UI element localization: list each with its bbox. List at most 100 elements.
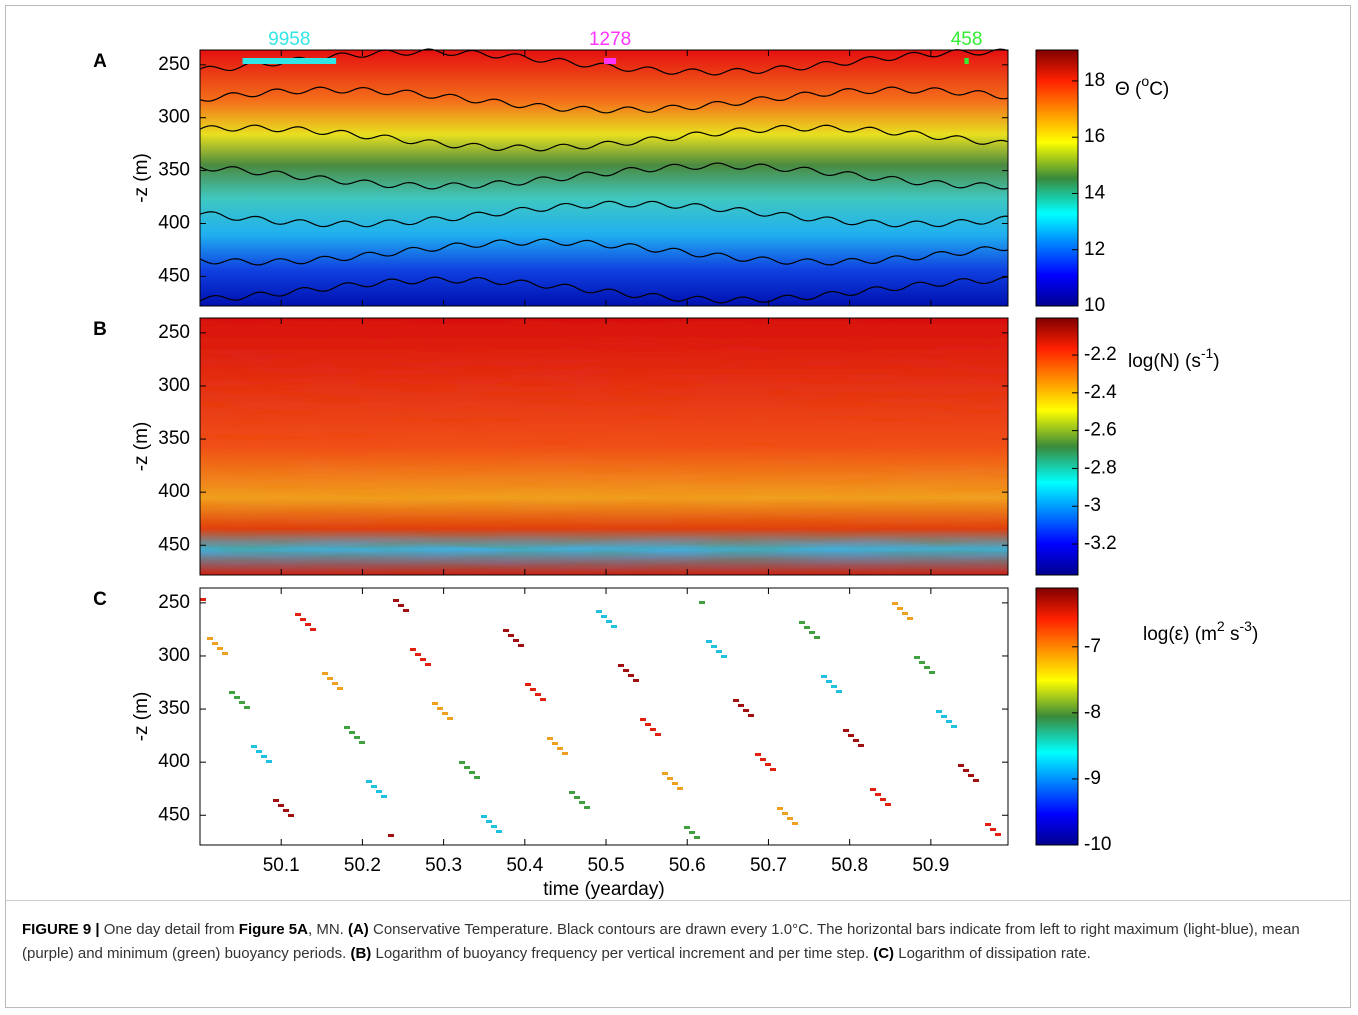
speck-decoration — [684, 826, 690, 829]
speck-decoration — [892, 602, 898, 605]
x-tick-label: 50.1 — [263, 855, 300, 876]
x-tick-label: 50.7 — [750, 855, 787, 876]
speck-decoration — [760, 758, 766, 761]
speck-decoration — [310, 628, 316, 631]
colorbar — [1035, 317, 1079, 576]
speck-decoration — [694, 836, 700, 839]
colorbar-label-part: log(N) (s — [1128, 351, 1201, 372]
y-tick-label: 450 — [158, 534, 190, 555]
speck-decoration — [853, 739, 859, 742]
speck-decoration — [677, 787, 683, 790]
speck-decoration — [513, 639, 519, 642]
speck-decoration — [432, 702, 438, 705]
y-tick-label: 300 — [158, 107, 190, 128]
speck-decoration — [420, 658, 426, 661]
period-bar — [604, 58, 617, 64]
speck-decoration — [503, 629, 509, 632]
speck-decoration — [951, 725, 957, 728]
speck-decoration — [403, 609, 409, 612]
speck-decoration — [239, 701, 245, 704]
y-label: -z (m) — [131, 692, 152, 742]
speck-decoration — [924, 666, 930, 669]
y-label: -z (m) — [131, 422, 152, 472]
speck-decoration — [770, 768, 776, 771]
speck-decoration — [415, 653, 421, 656]
speck-decoration — [200, 598, 206, 601]
speck-decoration — [393, 599, 399, 602]
y-tick-label: 350 — [158, 428, 190, 449]
colorbar-tick-label: -2.2 — [1084, 344, 1117, 365]
speck-decoration — [902, 612, 908, 615]
speck-decoration — [244, 706, 250, 709]
x-tick-label: 50.4 — [506, 855, 543, 876]
speck-decoration — [662, 772, 668, 775]
speck-decoration — [354, 736, 360, 739]
x-tick-label: 50.6 — [669, 855, 706, 876]
speck-decoration — [831, 685, 837, 688]
speck-decoration — [222, 652, 228, 655]
speck-decoration — [491, 825, 497, 828]
panel-label: A — [93, 51, 107, 72]
speck-decoration — [496, 830, 502, 833]
contour-decoration — [199, 86, 1009, 114]
speck-decoration — [459, 761, 465, 764]
contour-decoration — [199, 200, 1009, 228]
separator — [6, 900, 1350, 901]
speck-decoration — [283, 809, 289, 812]
speck-decoration — [777, 807, 783, 810]
speck-decoration — [217, 647, 223, 650]
colorbar-label-part: o — [1141, 73, 1149, 89]
speck-decoration — [437, 707, 443, 710]
speck-decoration — [611, 625, 617, 628]
period-bar — [242, 58, 337, 64]
speck-decoration — [787, 817, 793, 820]
caption-text: Conservative Temperature. Black contours… — [22, 921, 1300, 962]
speck-decoration — [973, 779, 979, 782]
speck-decoration — [743, 709, 749, 712]
contour-decoration — [199, 162, 1009, 190]
speck-decoration — [628, 674, 634, 677]
caption-text: (B) — [350, 945, 372, 962]
speck-decoration — [442, 712, 448, 715]
speck-decoration — [251, 745, 257, 748]
speck-decoration — [359, 741, 365, 744]
x-tick-label: 50.2 — [344, 855, 381, 876]
speck-decoration — [804, 626, 810, 629]
y-tick-label: 250 — [158, 54, 190, 75]
speck-decoration — [946, 720, 952, 723]
colorbar-label-part: ) — [1213, 351, 1219, 372]
speck-decoration — [273, 799, 279, 802]
speck-decoration — [706, 640, 712, 643]
speck-decoration — [410, 648, 416, 651]
speck-decoration — [985, 823, 991, 826]
colorbar-label: Θ (oC) — [1115, 73, 1169, 100]
colorbar-tick-label: -2.4 — [1084, 382, 1117, 403]
speck-decoration — [327, 677, 333, 680]
speck-decoration — [809, 631, 815, 634]
speck-decoration — [667, 777, 673, 780]
colorbar — [1035, 587, 1079, 846]
speck-decoration — [474, 776, 480, 779]
plot-frame — [199, 317, 1009, 576]
speck-decoration — [229, 691, 235, 694]
speck-decoration — [569, 791, 575, 794]
speck-decoration — [941, 715, 947, 718]
speck-decoration — [655, 733, 661, 736]
speck-decoration — [486, 820, 492, 823]
y-tick-label: 300 — [158, 375, 190, 396]
speck-decoration — [535, 693, 541, 696]
heatmap — [200, 318, 1008, 575]
y-tick-label: 350 — [158, 698, 190, 719]
speck-decoration — [640, 718, 646, 721]
period-label: 1278 — [589, 29, 631, 50]
colorbar — [1035, 49, 1079, 307]
colorbar-tick-label: 18 — [1084, 70, 1105, 91]
colorbar-tick-label: 10 — [1084, 295, 1105, 316]
speck-decoration — [836, 690, 842, 693]
speck-decoration — [929, 671, 935, 674]
period-label: 458 — [951, 29, 983, 50]
speck-decoration — [963, 769, 969, 772]
speck-decoration — [376, 790, 382, 793]
speck-decoration — [266, 760, 272, 763]
colorbar-tick-label: -7 — [1084, 636, 1101, 657]
